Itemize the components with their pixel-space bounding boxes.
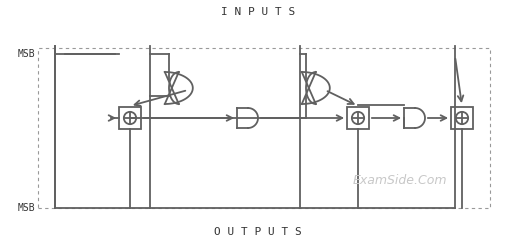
- Text: I N P U T S: I N P U T S: [221, 7, 295, 17]
- Text: O U T P U T S: O U T P U T S: [214, 227, 302, 237]
- Text: ExamSide.Com: ExamSide.Com: [353, 174, 447, 187]
- Bar: [119, 107, 141, 129]
- Text: MSB: MSB: [18, 203, 35, 213]
- Bar: [451, 107, 473, 129]
- Text: MSB: MSB: [18, 49, 35, 59]
- Bar: [347, 107, 369, 129]
- Bar: [38, 48, 490, 208]
